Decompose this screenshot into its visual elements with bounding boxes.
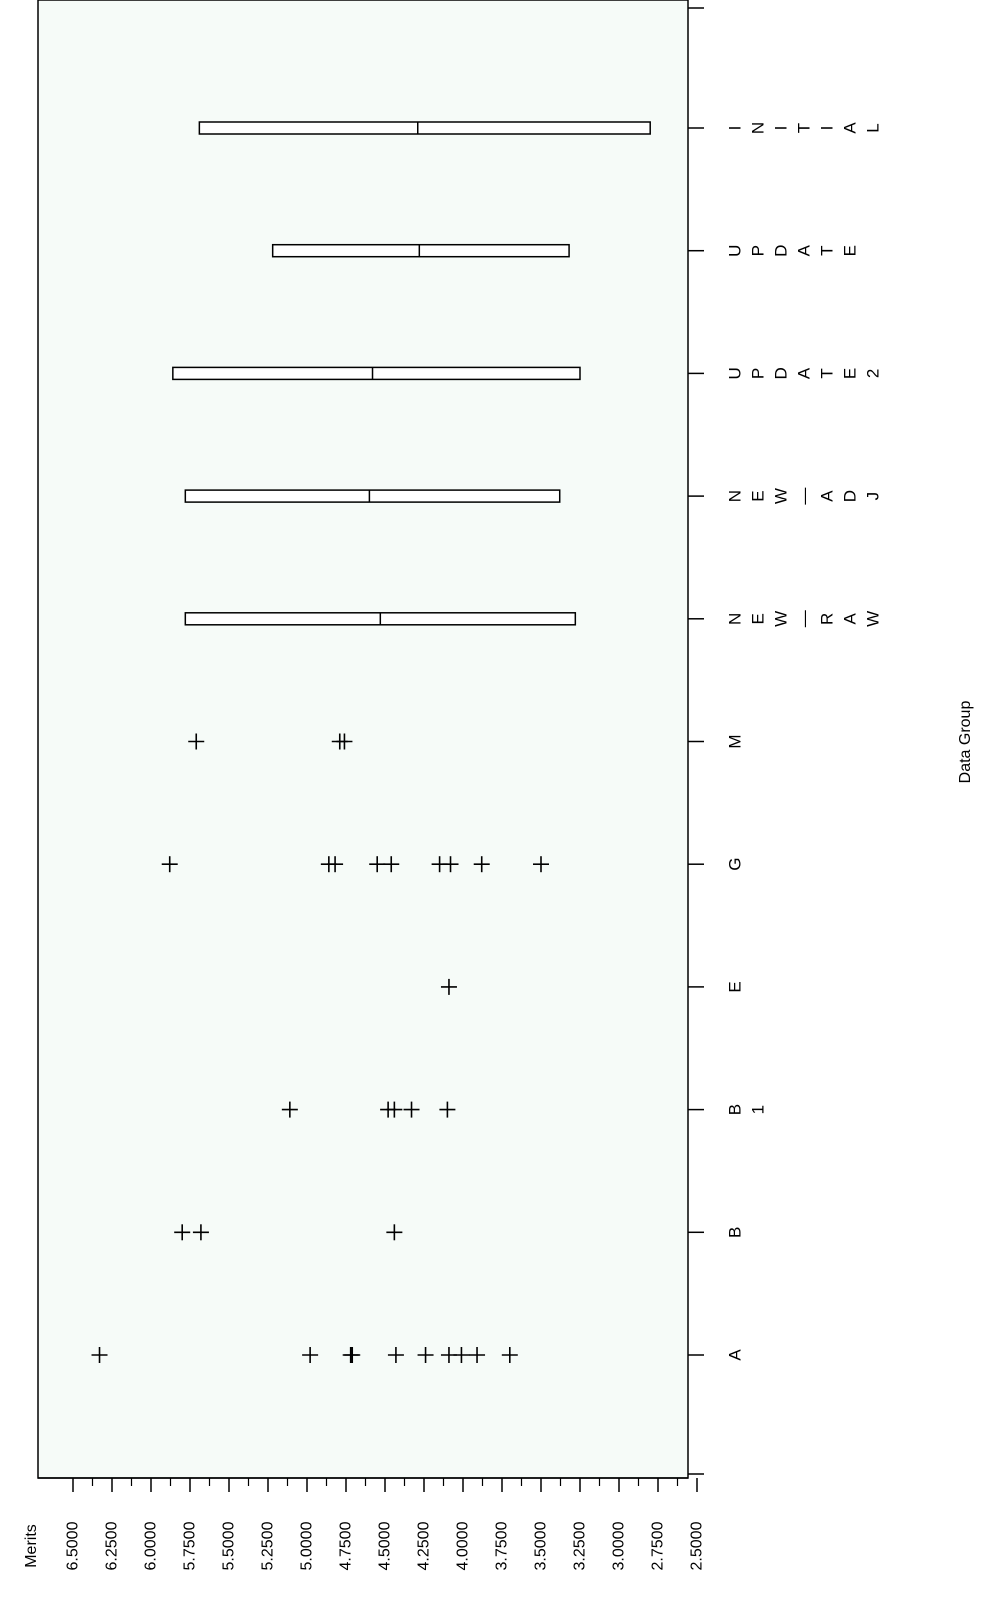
x-tick-label: I [772,126,791,131]
x-tick-label: P [749,245,768,256]
box [172,366,581,381]
x-tick-label: I [818,126,837,131]
x-tick-label: P [749,368,768,379]
x-tick-label: T [795,123,814,133]
x-tick-label: B [726,1227,745,1238]
plot-background [37,0,689,1479]
data-point [453,1347,470,1363]
x-tick-label: E [726,981,745,992]
y-tick-label: 6.5000 [65,1521,82,1570]
data-point [386,1101,403,1118]
data-point [188,733,205,750]
y-tick-label: 2.5000 [689,1521,706,1570]
x-tick-label: D [772,367,791,379]
data-point [344,1347,361,1363]
data-point [327,856,344,873]
x-tick-label: U [726,367,745,379]
x-tick-label: — [795,610,814,627]
y-tick-label: 6.2500 [104,1521,121,1570]
y-tick-label: 3.7500 [494,1521,511,1570]
y-tick-label: 3.2500 [572,1521,589,1570]
data-point [439,1101,456,1118]
data-point [192,1224,209,1241]
x-tick-label: W [772,488,791,504]
x-tick-label: R [818,613,837,625]
box [271,243,570,258]
x-tick-label: M [726,734,745,748]
y-axis-ticks: 6.5000 6.2500 6.0000 5.7500 5.5000 5.2500 5.00… [38,1477,706,1570]
y-tick-label: 6.0000 [143,1521,160,1570]
y-tick-label: 3.5000 [533,1521,550,1570]
data-point [302,1347,319,1363]
data-point [336,733,353,750]
y-axis-title: Merits [23,1524,40,1568]
data-point [387,1347,404,1363]
x-tick-label: B [726,1104,745,1115]
x-tick-label: J [864,492,883,501]
box [198,121,651,135]
axis-labels: Merits Data Group [23,701,974,1568]
y-tick-label: 4.5000 [377,1521,394,1570]
data-point [533,856,549,873]
data-point [473,856,490,873]
x-tick-label: D [841,490,860,502]
x-tick-label: T [818,246,837,256]
y-tick-label: 2.7500 [650,1521,667,1570]
y-tick-label: 5.5000 [221,1521,238,1570]
data-point [440,978,457,995]
x-tick-label: A [841,612,860,624]
y-tick-label: 4.0000 [455,1521,472,1570]
x-tick-label: A [795,367,814,379]
x-tick-label: W [772,611,791,627]
x-tick-label: A [726,1349,745,1361]
chart-marks [91,121,651,1363]
y-tick-label: 3.0000 [611,1521,628,1570]
y-tick-label: 5.0000 [299,1521,316,1570]
data-point [281,1101,298,1118]
x-tick-label: 2 [864,369,883,378]
data-point [383,856,400,873]
y-tick-label: 5.7500 [182,1521,199,1570]
x-tick-label: I [726,126,745,131]
x-tick-label: N [726,490,745,502]
x-tick-label: 1 [749,1105,768,1114]
data-point [174,1224,191,1241]
x-tick-label: D [772,245,791,257]
x-tick-label: A [795,244,814,256]
x-tick-label: E [749,613,768,624]
x-axis-title: Data Group [957,701,974,784]
data-point [386,1224,403,1241]
x-tick-label: G [726,858,745,871]
box [184,489,561,503]
data-point [403,1101,420,1118]
data-point [161,856,178,873]
x-tick-label: E [749,490,768,501]
x-tick-label: T [818,368,837,378]
y-tick-label: 4.2500 [416,1521,433,1570]
data-point [417,1347,434,1363]
x-tick-label: — [795,488,814,505]
x-tick-label: A [841,122,860,134]
x-tick-label: E [841,368,860,379]
data-point [442,856,459,873]
y-tick-label: 4.7500 [338,1521,355,1570]
x-tick-label: A [818,490,837,502]
x-tick-label: W [864,611,883,627]
x-tick-label: N [726,613,745,625]
x-tick-label: N [749,122,768,134]
x-tick-label: L [864,123,883,132]
y-tick-label: 5.2500 [260,1521,277,1570]
data-point [501,1347,518,1363]
data-point [91,1347,108,1363]
data-point [469,1347,486,1363]
x-tick-label: U [726,245,745,257]
data-point [369,856,386,873]
x-tick-label: E [841,245,860,256]
